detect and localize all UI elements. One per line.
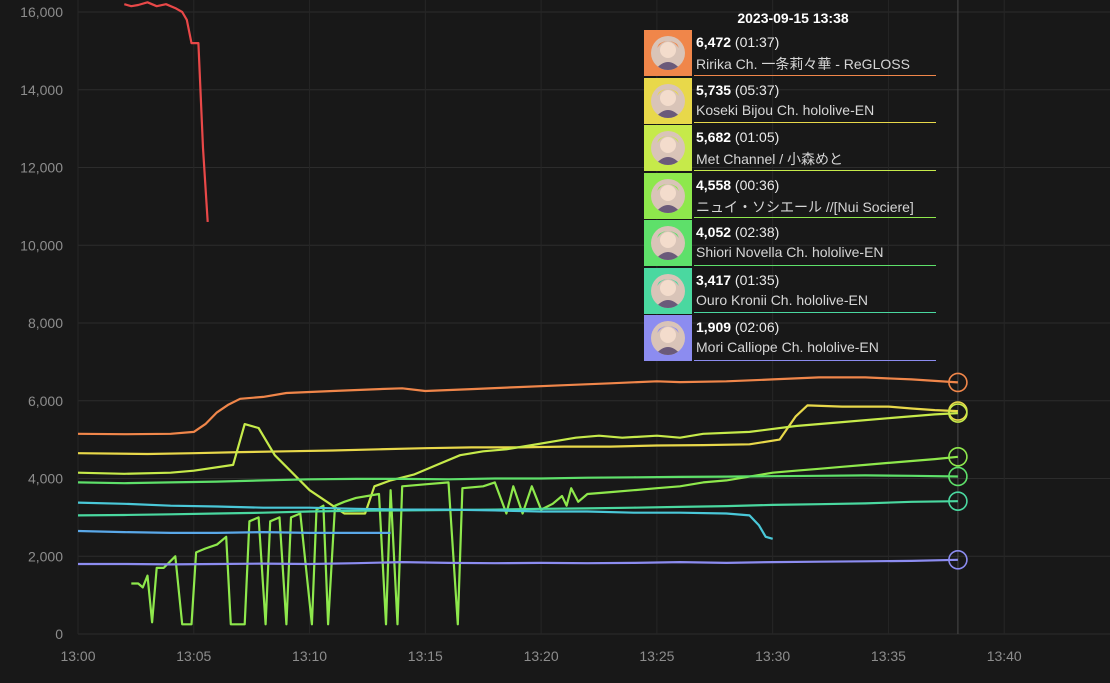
y-tick-label: 2,000 [28, 548, 63, 564]
stream-duration: (00:36) [731, 176, 780, 193]
chart-grid [77, 0, 1110, 635]
tooltip-item: 5,735 (05:37) Koseki Bijou Ch. hololive-E… [644, 76, 936, 124]
tooltip-item: 6,472 (01:37) Ririka Ch. 一条莉々華 - ReGLOSS [644, 28, 936, 76]
tooltip-time: 2023-09-15 13:38 [737, 10, 849, 26]
channel-name: Ririka Ch. 一条莉々華 - ReGLOSS [696, 56, 910, 72]
x-tick-label: 13:05 [176, 648, 211, 664]
viewer-count: 1,909 [696, 319, 732, 335]
stream-duration: (02:38) [731, 224, 780, 240]
stream-duration: (01:37) [731, 34, 780, 50]
channel-name: Met Channel / 小森めと [696, 151, 844, 167]
hover-marker [948, 549, 968, 570]
viewer-count: 4,052 [696, 224, 732, 240]
avatar [648, 175, 688, 216]
hover-marker [948, 447, 968, 467]
tooltip-item: 4,558 (00:36) ニュイ・ソシエール //[Nui Sociere] [644, 171, 936, 219]
x-tick-label: 13:25 [639, 648, 674, 664]
x-tick-label: 13:10 [292, 648, 327, 664]
tooltip-value-line: 5,735 (05:37) [696, 82, 779, 98]
tooltip-value-line: 4,052 (02:38) [696, 224, 779, 240]
viewer-count: 6,472 [696, 34, 732, 50]
tooltip-value-line: 3,417 (01:35) [696, 272, 779, 288]
tooltip-item: 5,682 (01:05) Met Channel / 小森めと [644, 123, 936, 171]
tooltip-item: 1,909 (02:06) Mori Calliope Ch. hololive-… [644, 313, 936, 361]
series-line-7[interactable] [77, 501, 774, 540]
avatar [648, 80, 688, 121]
chart-axes: 0 2,000 4,000 6,000 8,000 10,000 12,000 14,000 1… [20, 4, 1022, 664]
hover-marker [948, 372, 968, 393]
viewer-count: 4,558 [696, 176, 732, 193]
tooltip-item: 4,052 (02:38) Shiori Novella Ch. hololive… [644, 218, 936, 266]
series-line-0[interactable] [123, 1, 209, 222]
hover-markers [948, 372, 968, 570]
avatar [648, 318, 688, 358]
tooltip-value-line: 5,682 (01:05) [696, 129, 779, 145]
y-tick-label: 12,000 [20, 160, 63, 176]
tooltip-value-line: 4,558 (00:36) [696, 177, 779, 193]
avatar [648, 223, 688, 263]
tooltip-value-line: 1,909 (02:06) [696, 319, 779, 335]
hover-marker [948, 466, 968, 487]
x-tick-label: 13:20 [524, 648, 559, 664]
series-line-8[interactable] [77, 529, 391, 534]
x-tick-label: 13:30 [755, 648, 790, 664]
viewer-count: 3,417 [696, 271, 732, 288]
channel-name: Ouro Kronii Ch. hololive-EN [696, 291, 868, 308]
avatar [648, 270, 688, 311]
series-line-6[interactable] [77, 500, 958, 517]
tooltip-list: 6,472 (01:37) Ririka Ch. 一条莉々華 - ReGLOSS 5… [644, 28, 938, 361]
y-tick-label: 4,000 [28, 471, 63, 487]
series-line-3[interactable] [77, 412, 958, 515]
tooltip-item: 3,417 (01:35) Ouro Kronii Ch. hololive-EN [644, 266, 936, 314]
channel-name: ニュイ・ソシエール //[Nui Sociere] [696, 198, 914, 215]
y-tick-label: 8,000 [28, 315, 63, 331]
avatar [648, 128, 688, 168]
series-line-9[interactable] [78, 558, 958, 566]
y-tick-label: 6,000 [28, 393, 63, 409]
stream-duration: (05:37) [731, 81, 780, 98]
series-line-1[interactable] [77, 376, 958, 436]
viewer-count: 5,682 [696, 129, 732, 145]
x-tick-label: 13:15 [408, 648, 443, 664]
stream-duration: (01:35) [731, 271, 780, 288]
tooltip-value-line: 6,472 (01:37) [696, 34, 779, 50]
hover-marker [948, 403, 968, 423]
channel-name: Shiori Novella Ch. hololive-EN [696, 244, 884, 260]
x-tick-label: 13:00 [60, 648, 95, 664]
y-tick-label: 0 [55, 626, 63, 642]
y-tick-label: 16,000 [20, 4, 63, 20]
viewer-count: 5,735 [696, 81, 732, 98]
series-line-4[interactable] [131, 455, 959, 626]
series-line-2[interactable] [77, 404, 958, 456]
channel-name: Koseki Bijou Ch. hololive-EN [696, 101, 875, 118]
y-tick-label: 10,000 [20, 237, 63, 253]
x-tick-label: 13:40 [987, 648, 1022, 664]
hover-marker [948, 491, 968, 511]
channel-name: Mori Calliope Ch. hololive-EN [696, 339, 879, 355]
x-tick-label: 13:35 [871, 648, 906, 664]
chart-tooltip: 2023-09-15 13:38 6,472 (01:37) Ririka Ch.… [644, 8, 938, 361]
avatar [648, 33, 688, 73]
stream-duration: (01:05) [731, 129, 780, 145]
stream-duration: (02:06) [731, 319, 780, 335]
chart-series [77, 1, 959, 626]
y-tick-label: 14,000 [20, 82, 63, 98]
series-line-5[interactable] [77, 474, 958, 485]
